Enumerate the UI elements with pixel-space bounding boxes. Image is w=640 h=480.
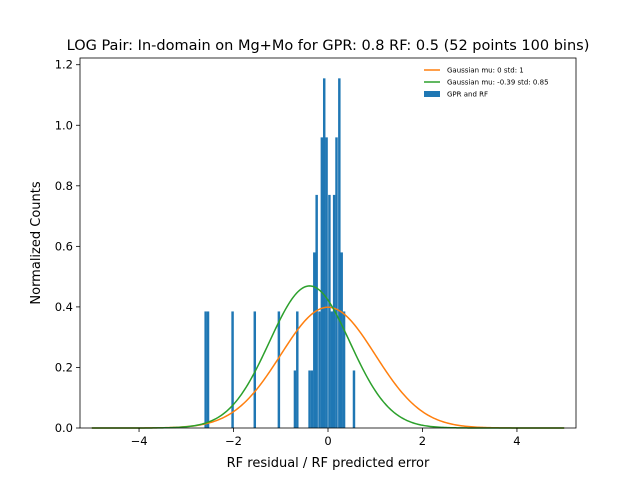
y-tick-label: 0.4 [55, 300, 73, 314]
legend-label: GPR and RF [447, 91, 488, 99]
histogram-bar [253, 311, 257, 428]
histogram-bar [352, 370, 356, 428]
legend: Gaussian mu: 0 std: 1 Gaussian mu: -0.39 … [424, 67, 549, 99]
y-tick-label: 0.0 [55, 421, 73, 435]
x-axis-label: RF residual / RF predicted error [227, 456, 430, 471]
histogram-bar [322, 78, 326, 429]
plot-frame [79, 57, 577, 429]
y-tick-label: 0.8 [55, 179, 73, 193]
histogram-bar [231, 311, 234, 428]
histogram-bar [330, 311, 334, 428]
legend-label: Gaussian mu: -0.39 std: 0.85 [447, 79, 549, 87]
histogram-bar [296, 311, 299, 428]
histogram-bar [342, 311, 346, 428]
histogram-bar [340, 252, 343, 428]
histogram-bar [335, 137, 338, 429]
x-axis-ticks: −4 −2 0 2 4 [131, 428, 521, 448]
x-tick-label: 2 [419, 434, 426, 448]
chart-title: LOG Pair: In-domain on Mg+Mo for GPR: 0.… [67, 38, 590, 54]
x-tick-label: 4 [513, 434, 520, 448]
histogram-bar [320, 137, 324, 429]
gaussian-curves [91, 285, 565, 429]
histogram-bar [277, 311, 281, 428]
x-tick-label: 0 [324, 434, 331, 448]
histogram-bar [318, 311, 321, 428]
histogram-bar [308, 370, 311, 428]
y-tick-label: 0.2 [55, 360, 73, 374]
y-tick-label: 1.0 [55, 118, 73, 132]
histogram-bar [338, 78, 341, 429]
legend-patch-swatch [424, 91, 440, 97]
y-tick-label: 1.2 [55, 58, 73, 72]
histogram-bars [204, 78, 356, 429]
y-tick-label: 0.6 [55, 239, 73, 253]
histogram-bar [325, 137, 328, 429]
histogram-bar [313, 252, 316, 428]
histogram-bar [310, 370, 314, 428]
histogram-bar [206, 311, 210, 428]
y-axis-ticks: 0.0 0.2 0.4 0.6 0.8 1.0 1.2 [55, 58, 80, 435]
x-tick-label: −4 [131, 434, 148, 448]
x-tick-label: −2 [225, 434, 242, 448]
histogram-bar [293, 370, 297, 428]
gaussian-curve [91, 306, 565, 429]
histogram-bar [204, 311, 207, 428]
legend-label: Gaussian mu: 0 std: 1 [447, 67, 524, 75]
y-axis-label: Normalized Counts [29, 181, 44, 304]
histogram-bar [328, 194, 331, 428]
